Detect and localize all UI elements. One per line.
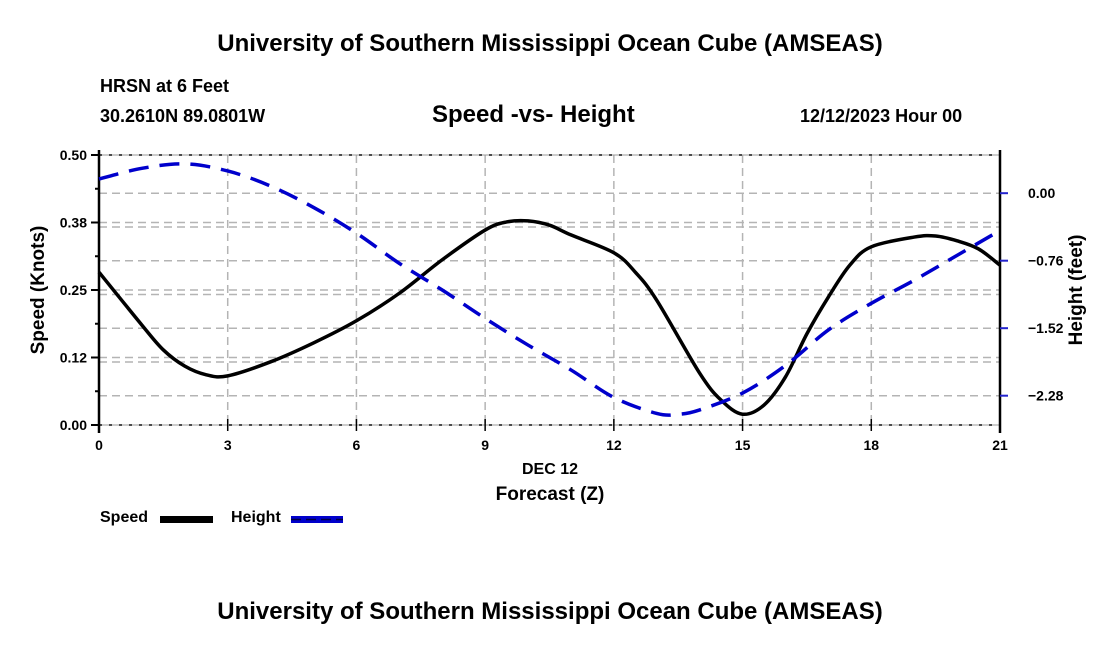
series <box>97 162 1002 417</box>
x-tick-label: 0 <box>95 437 103 453</box>
y-tick-label: 0.12 <box>60 350 87 366</box>
y2-tick-label: 0.00 <box>1028 185 1055 201</box>
y2-tick-label: −0.76 <box>1028 253 1064 269</box>
axes <box>91 150 1008 433</box>
legend-speed-swatch <box>160 516 213 523</box>
x-tick-label: 12 <box>606 437 622 453</box>
legend-height-swatch <box>291 516 343 523</box>
y-tick-label: 0.25 <box>60 282 87 298</box>
x-tick-label: 21 <box>992 437 1008 453</box>
legend-speed-label: Speed <box>100 509 149 526</box>
main-title: University of Southern Mississippi Ocean… <box>217 30 883 57</box>
legend-height-label: Height <box>231 509 281 526</box>
footer-title: University of Southern Mississippi Ocean… <box>217 598 883 625</box>
x-axis-date-label: DEC 12 <box>522 461 578 478</box>
x-tick-label: 18 <box>863 437 879 453</box>
y2-axis-label: Height (feet) <box>1066 235 1087 346</box>
coordinates-label: 30.2610N 89.0801W <box>100 106 266 126</box>
y-tick-label: 0.00 <box>60 417 87 433</box>
x-tick-label: 9 <box>481 437 489 453</box>
y2-tick-label: −1.52 <box>1028 320 1064 336</box>
grid <box>99 155 1000 425</box>
date-label: 12/12/2023 Hour 00 <box>800 106 963 126</box>
x-axis-label: Forecast (Z) <box>496 484 605 505</box>
x-tick-label: 3 <box>224 437 232 453</box>
series-line-height <box>98 162 1001 417</box>
chart-subtitle: Speed -vs- Height <box>432 101 635 128</box>
tick-labels: 0.00 0.12 0.25 0.38 0.50 0.00 −0.76 −1.52 −2.28 0… <box>60 147 1064 453</box>
series-line-speed <box>97 218 1002 417</box>
y-axis-label: Speed (Knots) <box>28 226 49 355</box>
station-label: HRSN at 6 Feet <box>100 76 230 96</box>
x-tick-label: 15 <box>735 437 751 453</box>
x-tick-label: 6 <box>353 437 361 453</box>
y2-tick-label: −2.28 <box>1028 388 1064 404</box>
y-tick-label: 0.50 <box>60 147 87 163</box>
y-tick-label: 0.38 <box>60 215 87 231</box>
